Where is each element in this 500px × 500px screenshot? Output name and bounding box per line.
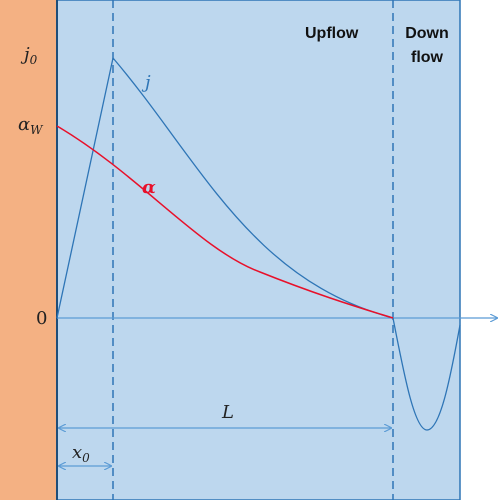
j-curve	[56, 56, 394, 319]
subscript: 0	[82, 451, 90, 465]
upflow-label: Upflow	[305, 25, 359, 42]
subscript: 0	[30, 53, 38, 67]
symbol: x	[72, 442, 82, 463]
zero-label: 0	[36, 308, 47, 329]
downflow-label-1: Down	[405, 25, 449, 42]
subscript: W	[30, 123, 44, 137]
symbol: α	[18, 114, 30, 135]
length-label: L	[221, 402, 234, 423]
j-curve-label: j	[141, 72, 151, 93]
downflow-label-2: flow	[411, 49, 444, 66]
x0-label: x0	[72, 442, 90, 465]
alpha-curve	[56, 125, 394, 319]
alpha-curve-label: α	[142, 177, 156, 198]
symbol: j	[20, 44, 30, 65]
channel	[56, 0, 461, 500]
wall	[0, 0, 57, 500]
downflow-curve	[392, 317, 461, 431]
j0-label: j0	[20, 44, 38, 67]
alpha-w-label: αW	[18, 114, 44, 137]
